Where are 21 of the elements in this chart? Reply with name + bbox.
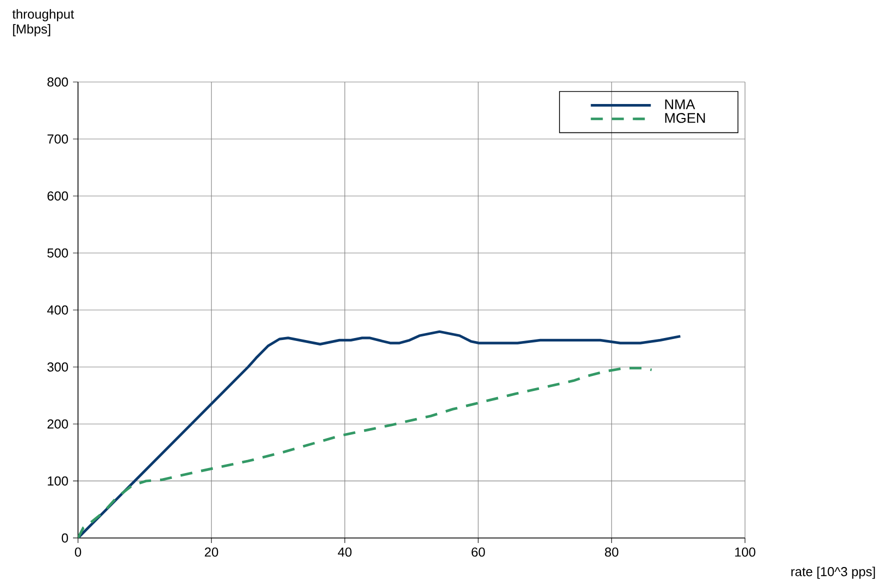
y-axis-title: throughput [Mbps] [12,9,74,36]
legend-label: MGEN [665,113,705,123]
y-tick-label: 500 [47,248,68,258]
line-series [78,366,653,538]
x-tick-label: 100 [735,548,756,557]
legend-label: NMA [665,100,696,110]
y-tick-label: 100 [48,476,68,486]
x-tick-label: 0 [74,548,82,557]
x-axis-title: rate [10^3 pps] [791,566,875,579]
x-tick-label: 60 [472,548,485,557]
y-tick-label: 300 [47,362,68,372]
y-tick-label: 700 [48,134,68,144]
line-series [78,330,682,538]
y-tick-label: 200 [48,419,68,429]
x-tick-label: 20 [204,548,218,557]
y-tick-label: 600 [48,191,68,201]
y-tick-label: 0 [62,533,68,543]
y-tick-label: 800 [47,77,68,87]
y-tick-label: 400 [47,305,68,315]
x-tick-label: 40 [338,548,352,557]
x-tick-label: 80 [604,548,618,557]
